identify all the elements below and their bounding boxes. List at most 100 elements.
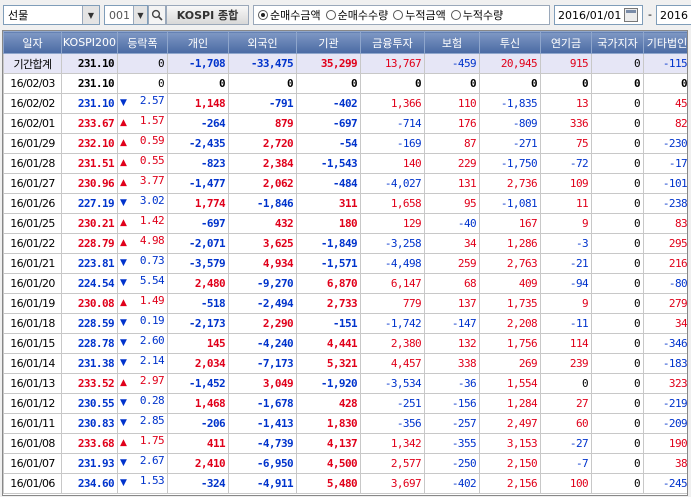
table-row[interactable]: 16/01/15 228.78 ▼ 2.60 145 -4,240 4,441 2,380 13… xyxy=(3,333,687,354)
foreign-cell: 4,934 xyxy=(228,253,297,274)
table-row[interactable]: 16/01/14 231.38 ▼ 2.14 2,034 -7,173 5,321 4,457… xyxy=(3,353,687,374)
table-row[interactable]: 16/01/19 230.08 ▲ 1.49 -518 -2,494 2,733 779 137… xyxy=(3,293,687,314)
radio-empty-icon xyxy=(393,10,404,20)
search-button[interactable] xyxy=(148,5,166,25)
table-row[interactable]: 16/01/07 231.93 ▼ 2.67 2,410 -6,950 4,500 2,577… xyxy=(3,453,687,474)
column-header[interactable]: 기관 xyxy=(296,31,361,54)
foreign-cell: 432 xyxy=(228,213,297,234)
radio-cumulative-amount[interactable]: 누적금액 xyxy=(393,7,446,23)
change-cell: ▲ 0.55 xyxy=(117,153,168,174)
column-header[interactable]: 보험 xyxy=(424,31,480,54)
ins-cell: -257 xyxy=(424,413,480,434)
trust-cell: -271 xyxy=(479,133,541,154)
change-cell: ▲ 1.75 xyxy=(117,433,168,454)
date-cell: 기간합계 xyxy=(3,53,62,74)
table-row[interactable]: 16/01/20 224.54 ▼ 5.54 2,480 -9,270 6,870 6,147… xyxy=(3,273,687,294)
kospi200-cell: 228.79 xyxy=(61,233,118,254)
ins-cell: 87 xyxy=(424,133,480,154)
foreign-cell: -1,846 xyxy=(228,193,297,214)
retail-cell: -2,173 xyxy=(167,313,229,334)
table-row[interactable]: 16/01/28 231.51 ▲ 0.55 -823 2,384 -1,543 140 229… xyxy=(3,153,687,174)
chevron-down-icon[interactable]: ▼ xyxy=(133,6,147,24)
ins-cell: 137 xyxy=(424,293,480,314)
pension-cell: -27 xyxy=(540,433,592,454)
triangle-down-icon: ▼ xyxy=(120,318,127,328)
column-header[interactable]: 연기금 xyxy=(540,31,592,54)
table-row[interactable]: 16/01/11 230.83 ▼ 2.85 -206 -1,413 1,830 -356 -2… xyxy=(3,413,687,434)
change-cell: ▼ 0.28 xyxy=(117,393,168,414)
column-header[interactable]: 투신 xyxy=(479,31,541,54)
table-row[interactable]: 16/01/29 232.10 ▲ 0.59 -2,435 2,720 -54 -169 87-… xyxy=(3,133,687,154)
table-row[interactable]: 16/02/01 233.67 ▲ 1.57 -264 879 -697 -714 176 -80… xyxy=(3,113,687,134)
ins-cell: 0 xyxy=(424,73,480,94)
pension-cell: 336 xyxy=(540,113,592,134)
table-row[interactable]: 16/02/03 231.10 0 0 0 0 0 0 0 0 0 0 xyxy=(3,73,687,94)
table-row[interactable]: 16/01/18 228.59 ▼ 0.19 -2,173 2,290 -151 -1,742… xyxy=(3,313,687,334)
change-cell: 0 xyxy=(117,73,168,94)
table-row[interactable]: 16/01/12 230.55 ▼ 0.28 1,468 -1,678 428 -251 -15… xyxy=(3,393,687,414)
inst-cell: -1,849 xyxy=(296,233,361,254)
triangle-down-icon: ▼ xyxy=(120,98,127,108)
trust-cell: 1,756 xyxy=(479,333,541,354)
end-date-input[interactable]: 2016 xyxy=(656,5,691,25)
kospi200-cell: 223.81 xyxy=(61,253,118,274)
start-date-input[interactable]: 2016/01/01 xyxy=(554,5,643,25)
table-row[interactable]: 16/01/26 227.19 ▼ 3.02 1,774 -1,846 311 1,658 95… xyxy=(3,193,687,214)
table-row[interactable]: 16/01/21 223.81 ▼ 0.73 -3,579 4,934 -1,571 -4,4… xyxy=(3,253,687,274)
table-row[interactable]: 16/01/27 230.96 ▲ 3.77 -1,477 2,062 -484 -4,027… xyxy=(3,173,687,194)
gov-cell: 0 xyxy=(591,453,644,474)
table-row[interactable]: 16/01/22 228.79 ▲ 4.98 -2,071 3,625 -1,849 -3,2… xyxy=(3,233,687,254)
retail-cell: 2,480 xyxy=(167,273,229,294)
market-select[interactable]: 선물 ▼ xyxy=(3,5,100,25)
table-row[interactable]: 16/01/25 230.21 ▲ 1.42 -697 432 180 129 -40 167 9 0… xyxy=(3,213,687,234)
radio-net-buy-amount[interactable]: 순매수금액 xyxy=(258,7,321,23)
retail-cell: -206 xyxy=(167,413,229,434)
column-header[interactable]: 국가지자 xyxy=(591,31,644,54)
column-header[interactable]: KOSPI200 xyxy=(61,31,118,54)
retail-cell: -2,071 xyxy=(167,233,229,254)
gov-cell: 0 xyxy=(591,193,644,214)
column-header[interactable]: 등락폭 xyxy=(117,31,168,54)
fin-cell: 6,147 xyxy=(360,273,425,294)
inst-cell: -1,920 xyxy=(296,373,361,394)
column-header[interactable]: 외국인 xyxy=(228,31,297,54)
gov-cell: 0 xyxy=(591,333,644,354)
period-total-row[interactable]: 기간합계 231.10 0 -1,708 -33,475 35,299 13,767 -459… xyxy=(3,53,687,74)
pension-cell: 75 xyxy=(540,133,592,154)
column-header[interactable]: 기타법인 xyxy=(643,31,687,54)
index-code-select[interactable]: 001 ▼ xyxy=(104,5,148,25)
column-header[interactable]: 일자 xyxy=(3,31,62,54)
chevron-down-icon[interactable]: ▼ xyxy=(82,6,99,24)
change-cell: ▼ 2.57 xyxy=(117,93,168,114)
inst-cell: 35,299 xyxy=(296,53,361,74)
retail-cell: -1,452 xyxy=(167,373,229,394)
calendar-icon[interactable] xyxy=(624,8,639,22)
change-cell: ▲ 4.98 xyxy=(117,233,168,254)
triangle-up-icon: ▲ xyxy=(120,238,127,248)
retail-cell: 145 xyxy=(167,333,229,354)
change-cell: ▼ 3.02 xyxy=(117,193,168,214)
table-row[interactable]: 16/02/02 231.10 ▼ 2.57 1,148 -791 -402 1,366 110… xyxy=(3,93,687,114)
etc-cell: -183 xyxy=(643,353,687,374)
table-row[interactable]: 16/01/13 233.52 ▲ 2.97 -1,452 3,049 -1,920 -3,5… xyxy=(3,373,687,394)
radio-cumulative-quantity[interactable]: 누적수량 xyxy=(450,7,503,23)
column-header[interactable]: 금융투자 xyxy=(360,31,425,54)
date-cell: 16/01/18 xyxy=(3,313,62,334)
gov-cell: 0 xyxy=(591,393,644,414)
investor-trading-grid[interactable]: 일자 KOSPI200 등락폭 개인 외국인 기관 금융투자 보험 투신 연기금 국가지자 기타법인 … xyxy=(2,30,688,496)
foreign-cell: -2,494 xyxy=(228,293,297,314)
kospi200-cell: 230.83 xyxy=(61,413,118,434)
ins-cell: -36 xyxy=(424,373,480,394)
date-cell: 16/01/27 xyxy=(3,173,62,194)
trust-cell: 2,497 xyxy=(479,413,541,434)
table-row[interactable]: 16/01/08 233.68 ▲ 1.75 411 -4,739 4,137 1,342 -3… xyxy=(3,433,687,454)
pension-cell: 0 xyxy=(540,73,592,94)
trust-cell: 2,150 xyxy=(479,453,541,474)
fin-cell: 3,697 xyxy=(360,473,425,494)
foreign-cell: 3,625 xyxy=(228,233,297,254)
table-row[interactable]: 16/01/06 234.60 ▼ 1.53 -324 -4,911 5,480 3,697-… xyxy=(3,473,687,494)
inst-cell: 4,137 xyxy=(296,433,361,454)
etc-cell: -17 xyxy=(643,153,687,174)
radio-net-buy-quantity[interactable]: 순매수수량 xyxy=(325,7,388,23)
column-header[interactable]: 개인 xyxy=(167,31,229,54)
